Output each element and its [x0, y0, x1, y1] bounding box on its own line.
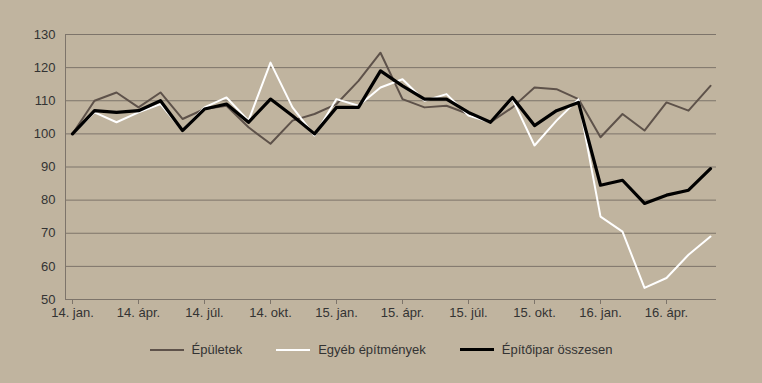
svg-text:100: 100 [34, 126, 56, 141]
svg-text:14. júl.: 14. júl. [185, 305, 223, 320]
svg-text:110: 110 [35, 93, 56, 108]
html-text:Építőipar összesen: Építőipar összesen [501, 342, 613, 357]
svg-text:14. ápr.: 14. ápr. [117, 305, 160, 320]
svg-text:16. jan.: 16. jan. [579, 305, 622, 320]
svg-text:15. okt.: 15. okt. [513, 305, 556, 320]
svg-text:16. ápr.: 16. ápr. [645, 305, 688, 320]
svg-text:14. jan.: 14. jan. [51, 305, 94, 320]
svg-text:90: 90 [41, 159, 55, 174]
svg-text:15. júl.: 15. júl. [449, 305, 487, 320]
svg-text:130: 130 [34, 27, 56, 42]
svg-text:80: 80 [41, 192, 55, 207]
svg-text:120: 120 [34, 60, 56, 75]
svg-text:14. okt.: 14. okt. [249, 305, 292, 320]
svg-text:50: 50 [41, 292, 55, 307]
svg-text:15. ápr.: 15. ápr. [381, 305, 424, 320]
svg-text:70: 70 [41, 225, 55, 240]
svg-text:60: 60 [41, 259, 55, 274]
html-text:Egyéb építmények: Egyéb építmények [318, 342, 426, 357]
html-text:Épületek: Épületek [191, 342, 243, 357]
svg-text:15. jan.: 15. jan. [315, 305, 358, 320]
